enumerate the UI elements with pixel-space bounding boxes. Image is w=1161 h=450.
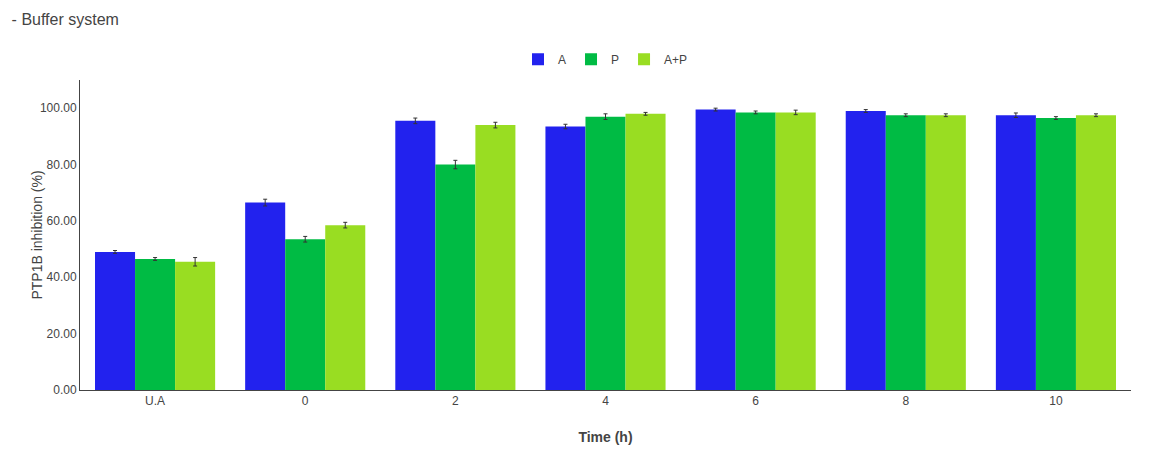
svg-text:U.A: U.A	[145, 394, 165, 408]
svg-text:2: 2	[452, 394, 459, 408]
svg-text:PTP1B inhibition (%): PTP1B inhibition (%)	[29, 170, 45, 299]
svg-text:0.00: 0.00	[53, 383, 77, 397]
svg-text:100.00: 100.00	[40, 101, 77, 115]
svg-text:60.00: 60.00	[47, 214, 77, 228]
svg-text:0: 0	[302, 394, 309, 408]
svg-text:6: 6	[752, 394, 759, 408]
svg-text:A+P: A+P	[664, 53, 687, 67]
svg-text:20.00: 20.00	[47, 327, 77, 341]
svg-text:4: 4	[602, 394, 609, 408]
svg-text:8: 8	[902, 394, 909, 408]
svg-text:P: P	[611, 53, 619, 67]
svg-text:Time (h): Time (h)	[578, 429, 632, 445]
svg-text:10: 10	[1049, 394, 1063, 408]
svg-text:40.00: 40.00	[47, 270, 77, 284]
svg-text:A: A	[558, 53, 566, 67]
svg-text:- Buffer system: - Buffer system	[12, 11, 119, 28]
svg-text:80.00: 80.00	[47, 158, 77, 172]
